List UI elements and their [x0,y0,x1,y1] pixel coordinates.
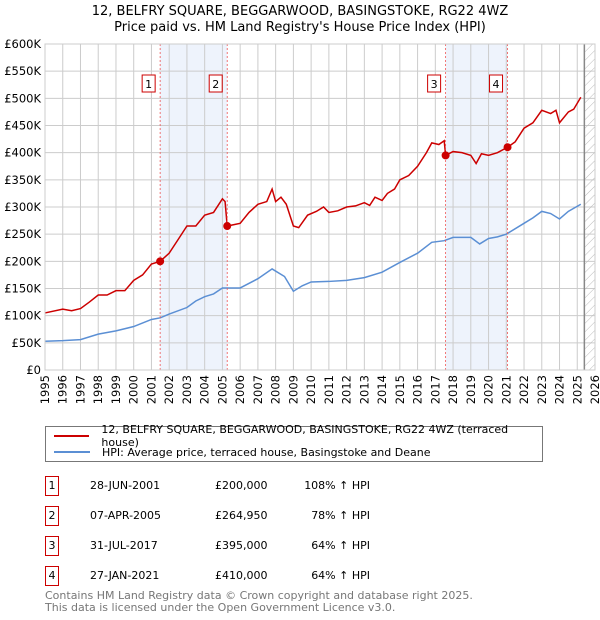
chart-title: 12, BELFRY SQUARE, BEGGARWOOD, BASINGSTO… [91,4,509,19]
y-tick-label: £550K [4,64,41,78]
sale-row: 4 27-JAN-2021 £410,000 64% ↑ HPI [45,566,600,586]
sale-price: £410,000 [215,569,268,582]
x-tick-label: 2000 [127,375,141,404]
x-tick-label: 1996 [56,375,70,404]
x-tick-label: 2001 [144,375,158,404]
y-tick-label: £350K [4,173,41,187]
sale-label-box [208,74,223,93]
x-tick-label: 2020 [482,375,496,404]
x-tick-label: 1997 [73,375,87,404]
x-tick-label: 2024 [553,375,567,404]
price-chart: 1995 1996 1997 1998 1999 2000 2001 2002 2003 2004… [4,37,600,404]
sale-date: 31-JUL-2017 [90,539,158,552]
sale-row: 3 31-JUL-2017 £395,000 64% ↑ HPI [45,536,600,556]
x-tick-label: 2018 [446,375,460,404]
legend-swatch-red [54,435,90,437]
x-tick-label: 2008 [269,375,283,404]
sale-row: 2 07-APR-2005 £264,950 78% ↑ HPI [45,506,600,526]
x-tick-label: 2022 [517,375,531,404]
sale-price: £264,950 [215,509,268,522]
x-tick-label: 2013 [357,375,371,404]
x-tick-label: 1999 [109,375,123,404]
sale-hpi-change: 64% ↑ HPI [311,569,370,582]
legend-label: 12, BELFRY SQUARE, BEGGARWOOD, BASINGSTO… [101,423,509,449]
legend-item-hpi: HPI: Average price, terraced house, Basi… [54,444,430,460]
sale-label-box [489,74,504,93]
sale-point [223,222,232,231]
x-tick-label: 1998 [91,375,105,404]
plot-frame [44,43,596,371]
sale-hpi-change: 64% ↑ HPI [311,539,370,552]
sale-label: 1 [145,78,152,91]
y-tick-label: £450K [4,119,41,133]
sale-point [441,151,450,160]
sale-number-badge: 1 [45,476,59,496]
sale-hpi-change: 78% ↑ HPI [311,509,370,522]
x-tick-label: 2025 [570,375,584,404]
y-tick-label: £150K [4,282,41,296]
sale-point [156,257,165,266]
chart-subtitle: Price paid vs. HM Land Registry's House … [114,20,486,35]
footer: Contains HM Land Registry data © Crown c… [45,590,473,614]
x-tick-label: 2017 [428,375,442,404]
x-tick-label: 2011 [322,375,336,404]
y-tick-label: £600K [4,37,41,51]
legend-label: HPI: Average price, terraced house, Basi… [102,445,431,459]
forecast-hatch [584,44,595,370]
x-tick-label: 2026 [588,375,600,404]
x-tick-label: 2003 [180,375,194,404]
sale-date: 28-JUN-2001 [90,479,161,492]
y-tick-label: £500K [4,91,41,105]
sale-number-badge: 4 [45,566,59,586]
x-tick-label: 2014 [375,375,389,404]
series-line [44,203,582,342]
x-tick-label: 2012 [340,375,354,404]
footer-line: Contains HM Land Registry data © Crown c… [45,589,473,602]
x-tick-label: 2010 [304,375,318,404]
sale-date: 07-APR-2005 [90,509,162,522]
sale-label: 3 [431,78,438,91]
x-tick-label: 1995 [38,375,52,404]
y-tick-label: £0 [26,363,41,377]
x-tick-label: 2023 [535,375,549,404]
y-tick-label: £250K [4,227,41,241]
sale-label-box [427,74,442,93]
footer-line: This data is licensed under the Open Gov… [45,601,396,614]
sale-label-box [141,74,156,93]
sale-label: 2 [212,78,219,91]
y-tick-label: £300K [4,200,41,214]
sale-date: 27-JAN-2021 [90,569,160,582]
y-tick-label: £50K [12,336,42,350]
y-tick-label: £200K [4,254,41,268]
x-tick-label: 2007 [251,375,265,404]
x-tick-label: 2006 [233,375,247,404]
sale-number-badge: 2 [45,506,59,526]
sale-row: 1 28-JUN-2001 £200,000 108% ↑ HPI [45,476,600,496]
x-tick-label: 2015 [393,375,407,404]
x-tick-label: 2016 [411,375,425,404]
y-tick-label: £100K [4,309,41,323]
x-tick-label: 2005 [215,375,229,404]
sale-hpi-change: 108% ↑ HPI [304,479,370,492]
sale-price: £200,000 [215,479,268,492]
legend: 12, BELFRY SQUARE, BEGGARWOOD, BASINGSTO… [45,423,543,462]
x-tick-label: 2009 [286,375,300,404]
x-tick-label: 2004 [198,375,212,404]
x-tick-label: 2019 [464,375,478,404]
x-tick-label: 2002 [162,375,176,404]
sale-price: £395,000 [215,539,268,552]
x-tick-label: 2021 [499,375,513,404]
y-tick-label: £400K [4,146,41,160]
legend-item-property: 12, BELFRY SQUARE, BEGGARWOOD, BASINGSTO… [54,423,542,449]
sale-point [503,143,512,152]
legend-swatch-blue [54,451,90,453]
sale-label: 4 [493,78,500,91]
sale-number-badge: 3 [45,536,59,556]
